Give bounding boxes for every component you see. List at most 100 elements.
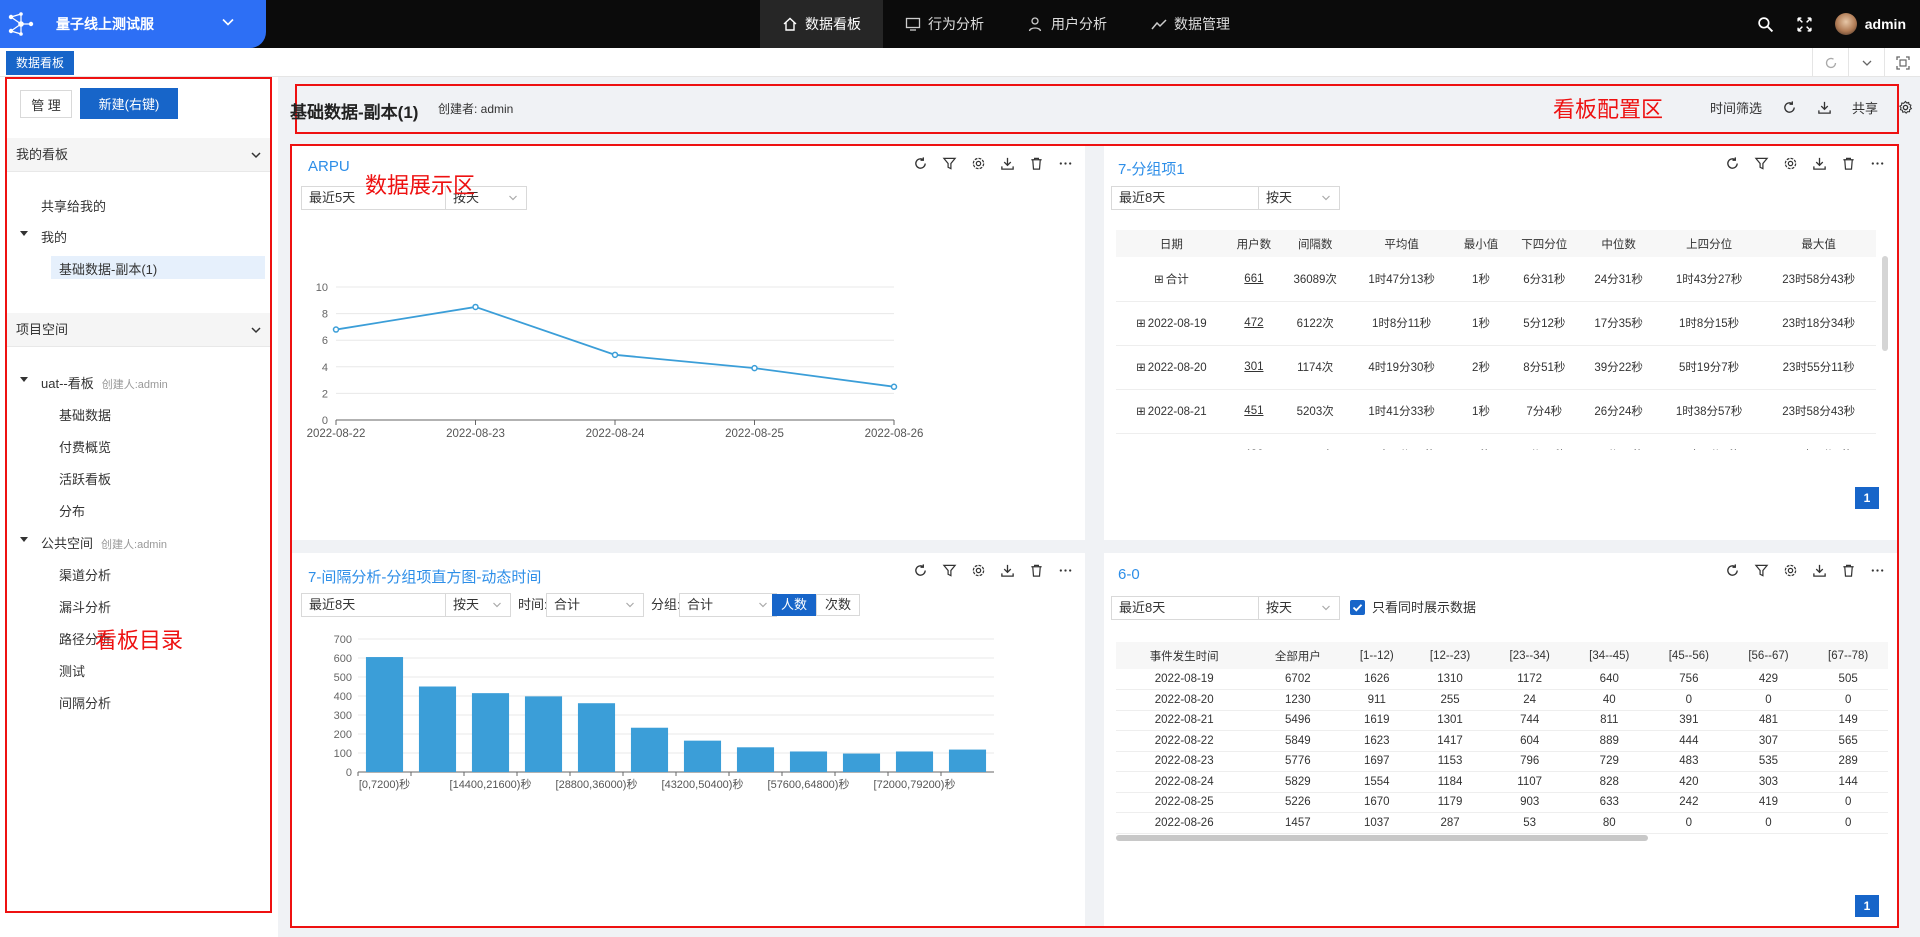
more-icon[interactable] [1870, 563, 1885, 578]
granularity-select[interactable]: 按天 [1258, 596, 1340, 620]
column-header[interactable]: 平均值 [1349, 230, 1454, 257]
maximize-button[interactable] [1884, 48, 1920, 77]
manage-button[interactable]: 管 理 [20, 90, 72, 118]
date-range-select[interactable]: 最近8天 [301, 593, 446, 617]
nav-data-manage[interactable]: 数据管理 [1129, 0, 1252, 48]
nav-dashboard[interactable]: 数据看板 [760, 0, 883, 48]
download-icon[interactable] [1812, 563, 1827, 578]
date-range-select[interactable]: 最近8天 [1111, 596, 1259, 620]
my-boards-header[interactable]: 我的看板 [7, 138, 270, 172]
tree-item[interactable]: 路径分析 [59, 629, 111, 648]
date-range-select[interactable]: 最近5天 [301, 186, 446, 210]
new-board-button[interactable]: 新建(右键) [80, 88, 178, 119]
more-icon[interactable] [1058, 156, 1073, 171]
more-icon[interactable] [1058, 563, 1073, 578]
column-header[interactable]: [45--56) [1649, 642, 1729, 669]
filter-icon[interactable] [1754, 156, 1769, 171]
column-header[interactable]: [12--23) [1410, 642, 1490, 669]
tree-group-public[interactable]: 公共空间 创建人:admin [20, 533, 167, 552]
column-header[interactable]: 下四分位 [1508, 230, 1581, 257]
panel-title[interactable]: 7-间隔分析-分组项直方图-动态时间 [308, 569, 542, 586]
toggle-people[interactable]: 人数 [772, 594, 817, 616]
column-header[interactable]: 日期 [1116, 230, 1227, 257]
fullscreen-icon[interactable] [1796, 16, 1813, 33]
trash-icon[interactable] [1841, 563, 1856, 578]
column-header[interactable]: 上四分位 [1656, 230, 1762, 257]
project-switcher[interactable]: 量子线上测试服 [0, 0, 266, 48]
tree-item[interactable]: 付费概览 [59, 437, 111, 456]
column-header[interactable]: [23--34) [1489, 642, 1570, 669]
column-header[interactable]: 事件发生时间 [1116, 642, 1253, 669]
column-header[interactable]: 最小值 [1453, 230, 1509, 257]
share-button[interactable]: 共享 [1852, 101, 1879, 116]
project-space-header[interactable]: 项目空间 [7, 313, 270, 347]
trash-icon[interactable] [1029, 563, 1044, 578]
panel-title[interactable]: 6-0 [1118, 566, 1140, 583]
trash-icon[interactable] [1841, 156, 1856, 171]
filter-icon[interactable] [1754, 563, 1769, 578]
refresh-icon[interactable] [1725, 156, 1740, 171]
gear-icon[interactable] [1898, 100, 1913, 115]
column-header[interactable]: [34--45) [1569, 642, 1650, 669]
time-select[interactable]: 合计 [546, 593, 644, 617]
user-count-link[interactable]: 661 [1244, 272, 1264, 285]
tab-menu-button[interactable] [1848, 48, 1884, 77]
refresh-tab-button[interactable] [1812, 48, 1848, 77]
download-icon[interactable] [1000, 156, 1015, 171]
filter-icon[interactable] [942, 563, 957, 578]
user-count-link[interactable]: 480 [1244, 449, 1263, 450]
user-menu[interactable]: admin [1834, 13, 1906, 35]
user-count-link[interactable]: 472 [1244, 317, 1264, 329]
refresh-icon[interactable] [913, 156, 928, 171]
filter-icon[interactable] [942, 156, 957, 171]
nav-behavior[interactable]: 行为分析 [883, 0, 1006, 48]
column-header[interactable]: [67--78) [1808, 642, 1888, 669]
gear-icon[interactable] [971, 563, 986, 578]
refresh-icon[interactable] [913, 563, 928, 578]
gear-icon[interactable] [1783, 156, 1798, 171]
tree-group-uat[interactable]: uat--看板 创建人:admin [20, 373, 168, 392]
granularity-select[interactable]: 按天 [1258, 186, 1340, 210]
column-header[interactable]: [56--67) [1728, 642, 1809, 669]
column-header[interactable]: 最大值 [1761, 230, 1876, 257]
show-together-checkbox[interactable] [1350, 600, 1365, 615]
expand-icon[interactable]: ⊞ [1154, 273, 1164, 286]
tree-item[interactable]: 测试 [59, 661, 85, 680]
panel-title[interactable]: 7-分组项1 [1118, 161, 1185, 178]
tree-item[interactable]: 漏斗分析 [59, 597, 111, 616]
download-icon[interactable] [1812, 156, 1827, 171]
expand-icon[interactable]: ⊞ [1136, 318, 1146, 330]
refresh-icon[interactable] [1725, 563, 1740, 578]
tree-item[interactable]: 基础数据 [59, 405, 111, 424]
nav-users[interactable]: 用户分析 [1006, 0, 1129, 48]
group-select[interactable]: 合计 [679, 593, 777, 617]
trash-icon[interactable] [1029, 156, 1044, 171]
toggle-count[interactable]: 次数 [816, 594, 861, 616]
panel-title[interactable]: ARPU [308, 158, 350, 175]
search-icon[interactable] [1757, 16, 1774, 33]
user-count-link[interactable]: 451 [1244, 405, 1264, 417]
gear-icon[interactable] [1783, 563, 1798, 578]
column-header[interactable]: 用户数 [1226, 230, 1282, 257]
column-header[interactable]: [1--12) [1343, 642, 1411, 669]
table-scrollbar-horizontal[interactable] [1116, 835, 1648, 841]
gear-icon[interactable] [971, 156, 986, 171]
pagination-page[interactable]: 1 [1855, 895, 1879, 917]
column-header[interactable]: 全部用户 [1252, 642, 1344, 669]
tree-item-shared[interactable]: 共享给我的 [41, 196, 106, 215]
expand-icon[interactable]: ⊞ [1136, 406, 1146, 418]
granularity-select[interactable]: 按天 [445, 186, 527, 210]
tree-item[interactable]: 活跃看板 [59, 469, 111, 488]
table-scrollbar[interactable] [1882, 256, 1888, 351]
time-filter-button[interactable]: 时间筛选 [1710, 101, 1763, 116]
more-icon[interactable] [1870, 156, 1885, 171]
granularity-select[interactable]: 按天 [445, 593, 511, 617]
download-icon[interactable] [1000, 563, 1015, 578]
pagination-page[interactable]: 1 [1855, 487, 1879, 509]
download-icon[interactable] [1817, 100, 1832, 115]
refresh-icon[interactable] [1782, 100, 1797, 115]
expand-icon[interactable]: ⊞ [1136, 362, 1146, 374]
tree-item-current-board[interactable]: 基础数据-副本(1) [59, 259, 157, 278]
tree-item-mine[interactable]: 我的 [20, 227, 67, 246]
column-header[interactable]: 间隔数 [1281, 230, 1350, 257]
